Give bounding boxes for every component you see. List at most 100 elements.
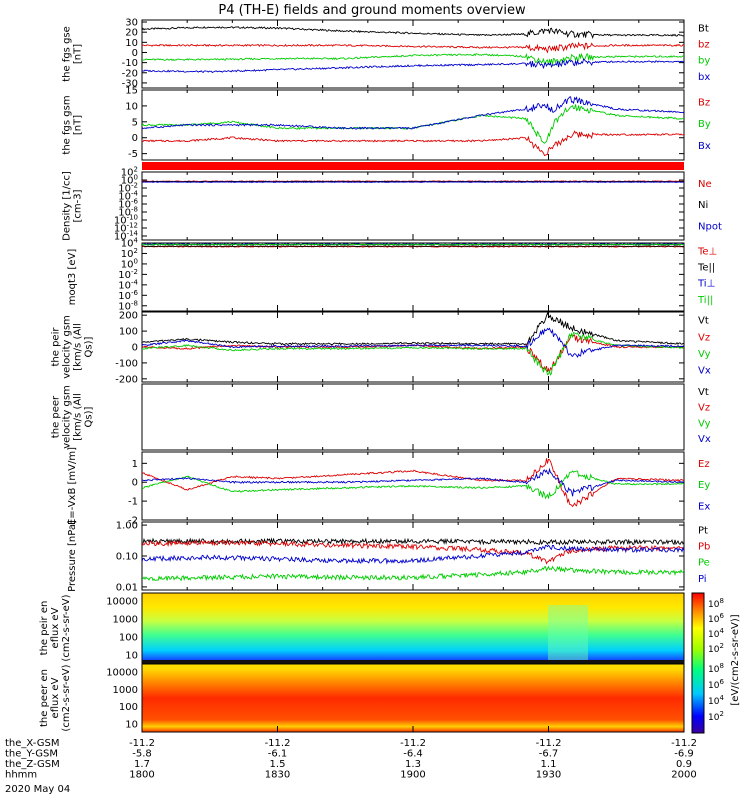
time-row-value: -6.9 — [674, 749, 694, 760]
series-line-Vt — [142, 312, 684, 347]
time-row-value: 1830 — [265, 770, 290, 781]
legend-item-bz: bz — [698, 40, 710, 51]
y-tick-label: 0.01 — [116, 582, 138, 593]
panel-e-field: 1 0 -1 -2 E=-VxB [mV/m] Ez Ey Ex — [67, 447, 710, 527]
time-row-label: the_Y-GSM — [5, 749, 58, 760]
time-row-value: -11.2 — [129, 738, 155, 749]
series-line-Bz — [142, 130, 684, 157]
legend-item-Ex: Ex — [698, 501, 710, 512]
time-row-value: -5.8 — [132, 749, 152, 760]
colorbar-ticks: 108 106 104 102 108 106 104 102 — [708, 597, 724, 723]
spectrogram-electron — [141, 660, 685, 733]
colorbar-tick-label: 108 — [708, 662, 724, 675]
time-row-label: hhmm — [5, 770, 37, 781]
spectro-axis-peir-energy: 10000 1000 100 10 the peir eneflux eV(cm2-s-… — [39, 594, 147, 662]
y-tick-label: 0 — [132, 133, 138, 144]
series-line-Vx — [142, 327, 684, 358]
y-tick-label: -5 — [128, 149, 138, 160]
y-tick-label: 1.00 — [116, 521, 138, 532]
time-row-value: 1900 — [400, 770, 425, 781]
y-tick-label: 0 — [132, 48, 138, 59]
y-tick-label: 20 — [125, 28, 138, 39]
colorbar-tick-label: 102 — [708, 710, 724, 723]
series-line-Ti|| — [142, 243, 684, 246]
legend-item-Pi: Pi — [698, 574, 707, 585]
panel-frame — [141, 242, 685, 312]
legend-item-Vy: Vy — [698, 349, 711, 360]
time-row-value: 0.9 — [676, 759, 692, 770]
y-tick-label: 10 — [125, 720, 138, 731]
series-line-bz — [142, 41, 684, 54]
panel-pressure: 1.00 0.10 0.01 Pressure [nPa] Pt Pb Pe Pi — [67, 520, 710, 593]
legend-item-Pe: Pe — [698, 558, 710, 569]
y-tick-label: 0.10 — [116, 552, 138, 563]
colorbar-tick-label: 106 — [708, 612, 724, 625]
date-label: 2020 May 04 — [5, 784, 70, 795]
panel-frame — [141, 521, 685, 591]
time-row-value: -11.2 — [536, 738, 562, 749]
spectrogram-ion — [141, 592, 685, 664]
legend-item-by: by — [698, 56, 710, 67]
series-line-Pt — [142, 537, 684, 546]
legend-item-bx: bx — [698, 72, 710, 83]
y-tick-label: -20 — [122, 68, 138, 79]
panel-peir-velocity: 200 100 0 -100 -200 the peirvelocity gsm[km/s… — [51, 311, 711, 386]
y-tick-label: 0 — [132, 478, 138, 489]
time-row-value: 1.7 — [134, 759, 150, 770]
time-axis: the_X-GSM -11.2 -11.2 -11.2 -11.2 -11.2 the_Y-… — [5, 726, 697, 795]
legend-item-Ni: Ni — [698, 200, 708, 211]
legend-item-Vx: Vx — [698, 366, 711, 377]
panel-fgs-gsm: 15 10 5 0 -5 the fgs gsm[nT] Bz By Bx — [62, 86, 711, 161]
legend-item-Pb: Pb — [698, 542, 710, 553]
legend-item-Ti⊥: Ti⊥ — [697, 279, 715, 290]
legend-item-Vz: Vz — [698, 332, 710, 343]
time-row-value: 1930 — [536, 770, 561, 781]
series-line-Te|| — [142, 245, 684, 248]
y-tick-label: 10000 — [106, 597, 138, 608]
legend-item-Ez: Ez — [698, 459, 710, 470]
time-row-value: 2000 — [671, 770, 696, 781]
y-axis-label: moqt3 [eV] — [67, 249, 78, 306]
legend-item-Pt: Pt — [698, 525, 708, 536]
series-line-Bx — [142, 96, 684, 130]
legend-item-Vy: Vy — [698, 418, 711, 429]
colorbar: [eV/(cm2-s-sr-eV)] — [691, 592, 741, 734]
time-row-value: -11.2 — [400, 738, 426, 749]
y-axis-label: the fgs gse[nT] — [62, 26, 84, 82]
time-row-value: 1.1 — [541, 759, 557, 770]
y-axis-label: the peer eneflux eV(cm2-s-sr-eV) — [39, 664, 72, 731]
legend-item-Bz: Bz — [698, 97, 710, 108]
time-row-value: -6.4 — [403, 749, 423, 760]
time-row-label: the_X-GSM — [5, 738, 59, 749]
time-row-value: -6.7 — [539, 749, 559, 760]
legend-item-Bt: Bt — [698, 23, 709, 34]
y-tick-label: 100 — [119, 633, 138, 644]
y-tick-label: 100 — [119, 327, 138, 338]
y-tick-label: -100 — [115, 358, 138, 369]
colorbar-tick-label: 106 — [708, 678, 724, 691]
legend-item-Bx: Bx — [698, 141, 711, 152]
series-line-Pi — [142, 544, 684, 565]
legend-item-Ne: Ne — [698, 179, 712, 190]
y-axis-label: the peir eneflux eV(cm2-s-sr-eV) — [39, 594, 72, 661]
y-tick-label: 10 — [125, 101, 138, 112]
legend-item-Vt: Vt — [698, 316, 709, 327]
series-line-bx — [142, 58, 684, 74]
y-axis-label: E=-VxB [mV/m] — [67, 447, 78, 525]
y-axis-label: the peirvelocity gsm[km/s (AllQs)] — [51, 315, 95, 379]
panel-frame — [141, 19, 685, 89]
panel-density: 10210010-210-410-610-810-1010-1210-14Den… — [62, 166, 722, 243]
panel-peer-velocity: the peervelocity gsm[km/s (AllQs)] Vt Vz Vy… — [51, 383, 711, 451]
page-title: P4 (TH-E) fields and ground moments over… — [218, 3, 526, 18]
legend-item-Te⊥: Te⊥ — [697, 246, 717, 257]
colorbar-tick-label: 102 — [708, 642, 724, 655]
y-tick-label: 1000 — [113, 615, 138, 626]
time-row-label: the_Z-GSM — [5, 759, 60, 770]
time-row-value: 1800 — [129, 770, 154, 781]
spectro-axis-peer-energy: 10000 1000 100 10 the peer eneflux eV(cm2-s-… — [39, 664, 147, 732]
y-axis-label: the peervelocity gsm[km/s (AllQs)] — [51, 385, 95, 449]
